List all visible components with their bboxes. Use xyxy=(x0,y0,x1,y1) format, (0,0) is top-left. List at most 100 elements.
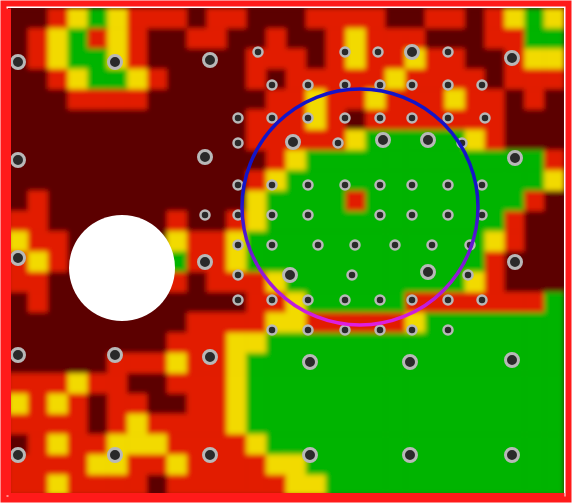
cell xyxy=(524,394,544,415)
cell xyxy=(405,150,425,171)
cell xyxy=(524,69,544,90)
well xyxy=(478,181,487,190)
cell xyxy=(187,373,207,394)
well xyxy=(422,266,435,279)
cell xyxy=(28,170,48,191)
cell xyxy=(167,28,187,49)
cell xyxy=(405,475,425,495)
cell xyxy=(425,373,445,394)
cell xyxy=(187,170,207,191)
well xyxy=(444,81,453,90)
well xyxy=(506,52,519,65)
cell xyxy=(465,394,485,415)
well xyxy=(506,449,519,462)
cell xyxy=(365,414,385,435)
cell xyxy=(167,211,187,232)
cell xyxy=(405,373,425,394)
cell xyxy=(326,28,346,49)
cell xyxy=(485,292,505,313)
cell xyxy=(167,130,187,151)
cell xyxy=(147,353,167,374)
cell xyxy=(107,475,127,495)
cell xyxy=(147,28,167,49)
cell xyxy=(147,109,167,130)
well xyxy=(408,211,417,220)
cell xyxy=(266,89,286,110)
cell xyxy=(87,394,107,415)
cell xyxy=(226,434,246,455)
cell xyxy=(346,8,366,29)
cell xyxy=(445,394,465,415)
cell xyxy=(405,69,425,90)
well xyxy=(444,114,453,123)
well xyxy=(199,256,212,269)
cell xyxy=(147,130,167,151)
cell xyxy=(87,150,107,171)
cell xyxy=(28,252,48,273)
well xyxy=(422,134,435,147)
well xyxy=(199,151,212,164)
cell xyxy=(504,272,524,293)
cell xyxy=(187,28,207,49)
cell xyxy=(445,434,465,455)
cell xyxy=(187,231,207,252)
cell xyxy=(107,170,127,191)
cell xyxy=(445,373,465,394)
cell xyxy=(346,28,366,49)
cell xyxy=(28,272,48,293)
cell xyxy=(167,8,187,29)
cell xyxy=(504,89,524,110)
cell xyxy=(365,333,385,354)
cell xyxy=(48,394,68,415)
well xyxy=(304,81,313,90)
cell xyxy=(346,231,366,252)
cell xyxy=(385,191,405,212)
cell xyxy=(326,130,346,151)
cell xyxy=(68,353,88,374)
well xyxy=(341,114,350,123)
cell xyxy=(147,333,167,354)
cell xyxy=(48,49,68,70)
well xyxy=(304,356,317,369)
cell xyxy=(68,150,88,171)
cell xyxy=(87,89,107,110)
cell xyxy=(48,130,68,151)
cell xyxy=(425,333,445,354)
cell xyxy=(346,434,366,455)
cell xyxy=(68,475,88,495)
cell xyxy=(326,211,346,232)
well xyxy=(408,296,417,305)
cell xyxy=(87,49,107,70)
cell xyxy=(485,231,505,252)
cell xyxy=(504,69,524,90)
cell xyxy=(485,353,505,374)
cell xyxy=(207,89,227,110)
cell xyxy=(167,49,187,70)
well xyxy=(408,114,417,123)
well xyxy=(268,81,277,90)
cell xyxy=(127,49,147,70)
cell xyxy=(544,353,564,374)
cell xyxy=(28,394,48,415)
cell xyxy=(167,191,187,212)
cell xyxy=(326,333,346,354)
cell xyxy=(306,333,326,354)
cell xyxy=(246,8,266,29)
cell xyxy=(246,89,266,110)
cell xyxy=(445,231,465,252)
cell xyxy=(127,353,147,374)
cell xyxy=(246,373,266,394)
cell xyxy=(306,272,326,293)
cell xyxy=(504,252,524,273)
cell xyxy=(346,373,366,394)
cell xyxy=(167,170,187,191)
cell xyxy=(48,211,68,232)
well xyxy=(348,271,357,280)
cell xyxy=(425,28,445,49)
cell xyxy=(504,130,524,151)
cell xyxy=(147,414,167,435)
cell xyxy=(266,475,286,495)
cell xyxy=(28,353,48,374)
cell xyxy=(68,373,88,394)
cell xyxy=(485,252,505,273)
